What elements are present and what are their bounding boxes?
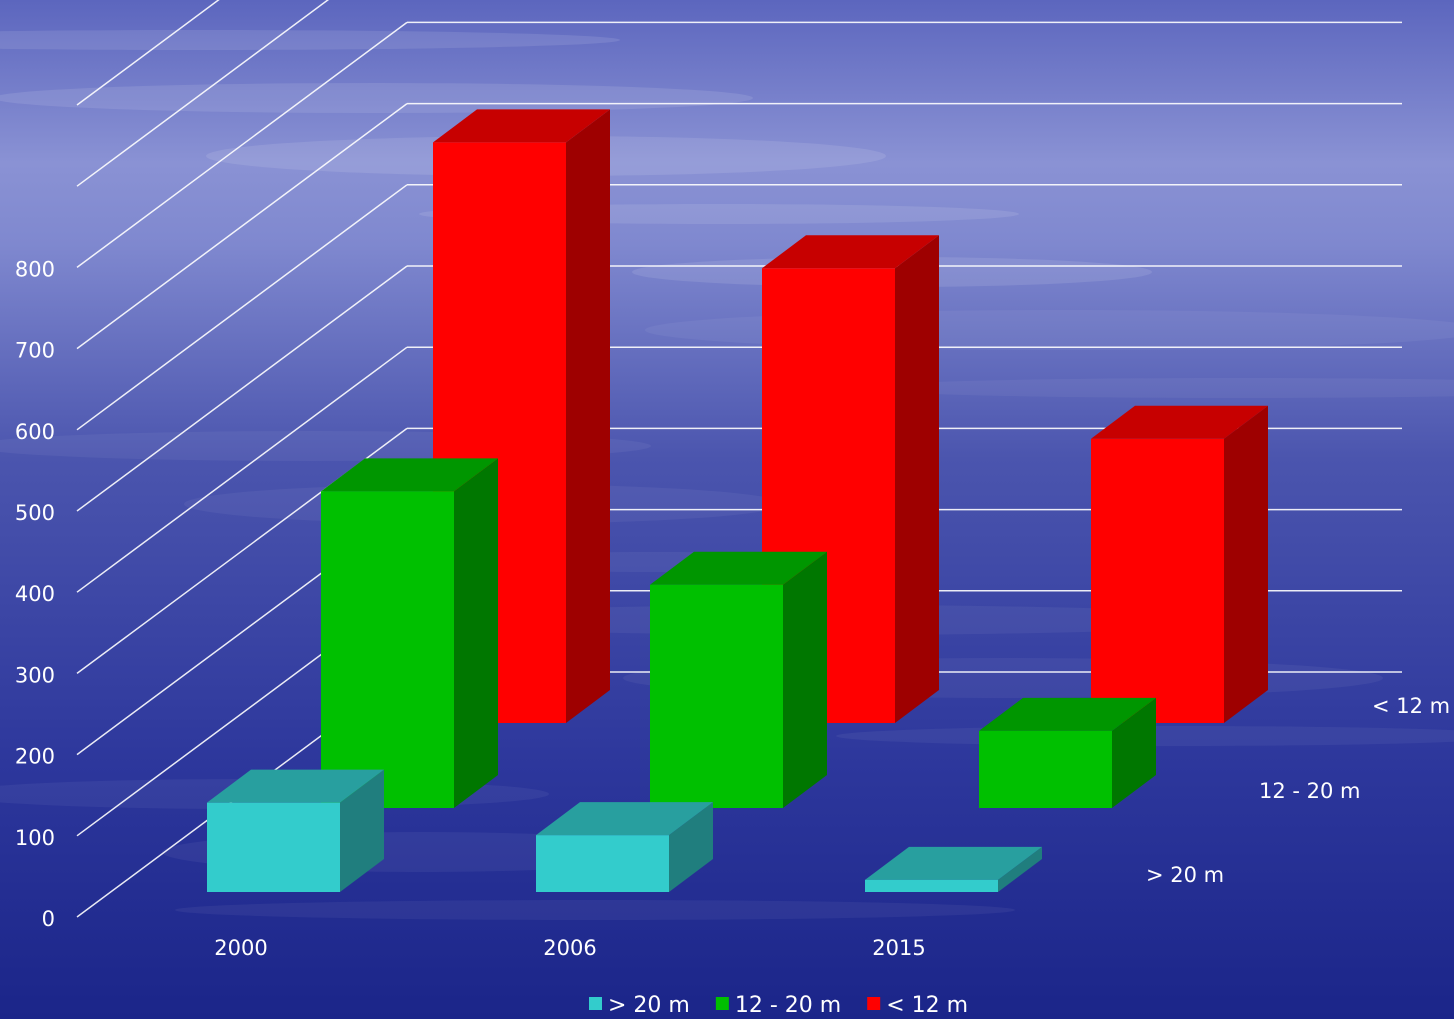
bar [207, 769, 384, 892]
x-axis: 2000 2006 2015 [214, 936, 925, 960]
category-label: 2006 [543, 936, 596, 960]
y-tick-label: 500 [15, 501, 55, 525]
y-tick-label: 800 [15, 257, 55, 281]
bar-top [650, 551, 827, 585]
series-depth-labels: > 20 m 12 - 20 m < 12 m [1146, 694, 1450, 887]
water-streak [0, 30, 620, 50]
bar-side [998, 846, 1042, 892]
bar-front [1091, 438, 1224, 723]
water-streak [0, 83, 753, 113]
bar-side [669, 802, 713, 892]
bar-side [895, 235, 939, 723]
series-depth-label: > 20 m [1146, 863, 1224, 887]
bar [979, 697, 1156, 808]
bar-side [783, 551, 827, 808]
gridline-diagonal [76, 346, 408, 593]
legend-item: 12 - 20 m [715, 993, 841, 1018]
bar-side [1112, 697, 1156, 808]
bar [433, 109, 610, 724]
legend-swatch [589, 997, 602, 1010]
bar-side [1224, 405, 1268, 723]
gridline-diagonal [76, 184, 408, 431]
gridline-diagonal [76, 0, 220, 106]
category-label: 2015 [872, 936, 925, 960]
legend-swatch [867, 997, 881, 1010]
bar [1091, 405, 1268, 723]
bar [650, 551, 827, 808]
legend: > 20 m 12 - 20 m < 12 m [589, 993, 968, 1018]
bar-front [321, 491, 454, 808]
legend-item: > 20 m [589, 993, 690, 1018]
y-tick-label: 200 [15, 745, 55, 769]
y-tick-label: 300 [15, 663, 55, 687]
legend-item: < 12 m [867, 993, 968, 1018]
legend-label: 12 - 20 m [735, 993, 841, 1018]
bar-side [454, 458, 498, 808]
legend-swatch [715, 997, 729, 1010]
bar-top [536, 802, 713, 836]
water-streak [175, 900, 1015, 920]
y-tick-label: 700 [15, 339, 55, 363]
bar [865, 846, 1042, 892]
bar-side [340, 769, 384, 892]
bar-side [566, 109, 610, 724]
bars [207, 109, 1268, 892]
y-tick-label: 600 [15, 420, 55, 444]
bar-front [865, 879, 998, 892]
legend-label: > 20 m [608, 993, 690, 1018]
y-tick-label: 400 [15, 582, 55, 606]
bar-front [650, 584, 783, 808]
bar-top [433, 109, 610, 143]
legend-label: < 12 m [886, 993, 968, 1018]
bar-front [979, 730, 1112, 808]
bar [321, 458, 498, 808]
bar-top [865, 846, 1042, 880]
y-tick-label: 100 [15, 826, 55, 850]
gridline-diagonal [76, 102, 408, 350]
y-tick-label: 0 [42, 907, 55, 931]
y-axis: 0 100 200 300 400 500 600 700 800 [15, 257, 55, 931]
bar-top [321, 458, 498, 492]
category-label: 2000 [214, 936, 267, 960]
series-depth-label: < 12 m [1372, 694, 1450, 718]
bar [536, 802, 713, 892]
bar-front [207, 802, 340, 892]
gridline-diagonal [76, 21, 408, 269]
bar-front [536, 835, 669, 892]
bar-top [762, 235, 939, 269]
bar-top [207, 769, 384, 803]
bar-top [1091, 405, 1268, 439]
gridline-diagonal [76, 265, 408, 512]
water-streak [858, 378, 1454, 398]
series-depth-label: 12 - 20 m [1259, 779, 1361, 803]
gridline-diagonal [76, 0, 330, 187]
bar-top [979, 697, 1156, 731]
